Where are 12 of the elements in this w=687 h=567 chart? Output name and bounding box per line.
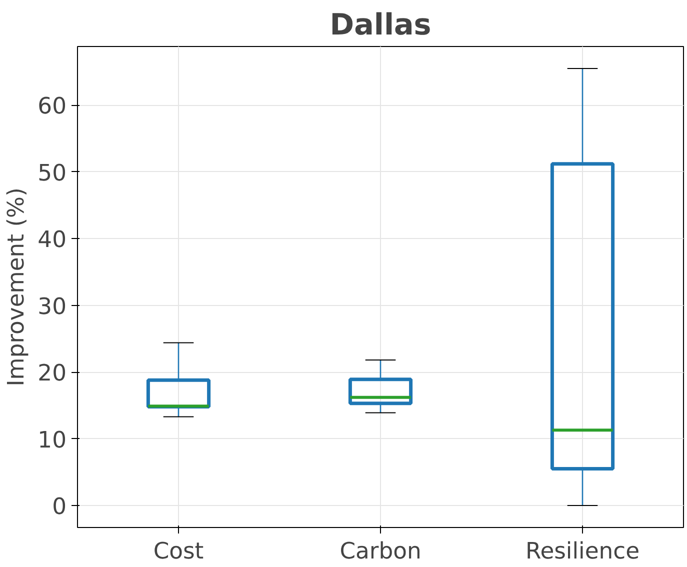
y-tick-label: 30 (38, 294, 67, 320)
y-tick-label: 60 (38, 94, 67, 120)
y-tick-label: 20 (38, 360, 67, 387)
x-tick-label: Carbon (340, 538, 422, 564)
y-tick-label: 10 (38, 427, 67, 454)
x-tick-label: Cost (153, 538, 204, 564)
y-tick-label: 50 (38, 160, 67, 186)
y-tick-label: 40 (38, 227, 67, 254)
y-tick-label: 0 (52, 494, 67, 520)
y-axis-title: Improvement (%) (4, 188, 30, 386)
x-tick-label: Resilience (525, 538, 640, 564)
chart-title: Dallas (330, 8, 432, 42)
